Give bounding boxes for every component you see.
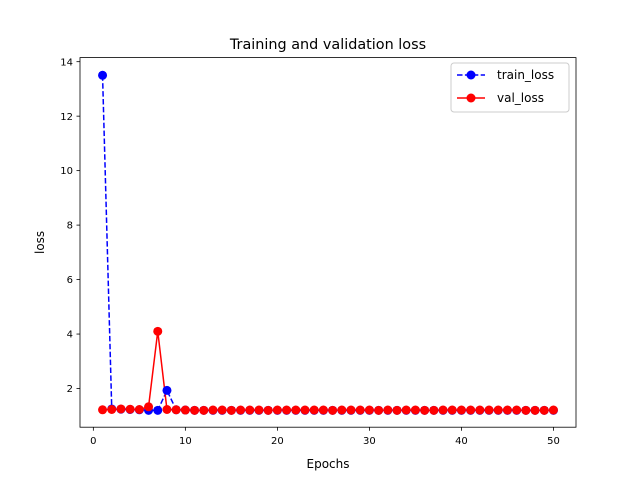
x-tick-label: 0 xyxy=(90,436,96,447)
val-loss-point xyxy=(410,405,420,415)
val-loss-point xyxy=(254,405,264,415)
y-tick-label: 14 xyxy=(60,57,73,68)
val-loss-point xyxy=(144,402,154,412)
val-loss-point xyxy=(125,404,135,414)
val-loss-point xyxy=(475,405,485,415)
val-loss-point xyxy=(199,405,209,415)
x-axis-label: Epochs xyxy=(307,457,350,471)
val-loss-point xyxy=(539,405,549,415)
x-tick-label: 10 xyxy=(179,436,192,447)
plot-markers xyxy=(98,70,558,415)
val-loss-point xyxy=(512,405,522,415)
chart-title: Training and validation loss xyxy=(229,37,426,53)
val-loss-point xyxy=(346,405,356,415)
y-axis-ticks: 2 4 6 8 10 12 14 xyxy=(60,57,80,395)
val-loss-point xyxy=(502,405,512,415)
y-axis-label: loss xyxy=(33,231,47,254)
val-loss-point xyxy=(420,405,430,415)
legend-train-label: train_loss xyxy=(497,68,554,82)
val-loss-point xyxy=(493,405,503,415)
val-loss-point xyxy=(318,405,328,415)
val-loss-point xyxy=(245,405,255,415)
val-loss-point xyxy=(208,405,218,415)
val-loss-point xyxy=(548,405,558,415)
val-loss-point xyxy=(171,405,181,415)
train-loss-point xyxy=(98,70,108,80)
plot-frame xyxy=(79,57,577,428)
val-loss-point xyxy=(282,405,292,415)
val-loss-point xyxy=(291,405,301,415)
val-loss-point xyxy=(374,405,384,415)
y-tick-label: 4 xyxy=(67,330,73,341)
x-tick-label: 20 xyxy=(271,436,284,447)
val-loss-point xyxy=(134,404,144,414)
val-loss-point xyxy=(521,405,531,415)
val-loss-point xyxy=(309,405,319,415)
val-loss-point xyxy=(107,404,117,414)
val-loss-point xyxy=(98,405,108,415)
y-tick-label: 10 xyxy=(60,166,73,177)
val-loss-point xyxy=(530,405,540,415)
legend-box xyxy=(450,62,570,113)
val-loss-point xyxy=(153,326,163,336)
val-loss-point xyxy=(116,404,126,414)
val-loss-point xyxy=(447,405,457,415)
val-loss-point xyxy=(217,405,227,415)
val-loss-point xyxy=(355,405,365,415)
val-loss-point xyxy=(180,405,190,415)
val-loss-point xyxy=(456,405,466,415)
y-tick-label: 8 xyxy=(67,221,73,232)
x-tick-label: 40 xyxy=(455,436,468,447)
val-loss-point xyxy=(364,405,374,415)
train-loss-point xyxy=(153,405,163,415)
x-axis-ticks: 0 10 20 30 40 50 xyxy=(90,427,560,447)
val-loss-points xyxy=(98,326,558,415)
val-loss-point xyxy=(429,405,439,415)
val-loss-point xyxy=(272,405,282,415)
legend-val-marker xyxy=(466,93,476,103)
val-loss-point xyxy=(337,405,347,415)
y-tick-label: 12 xyxy=(60,112,73,123)
val-loss-point xyxy=(300,405,310,415)
val-loss-point xyxy=(466,405,476,415)
train-loss-point xyxy=(162,385,172,395)
train-loss-points xyxy=(98,70,558,415)
val-loss-point xyxy=(401,405,411,415)
val-loss-point xyxy=(236,405,246,415)
val-loss-point xyxy=(226,405,236,415)
plot-lines xyxy=(101,75,554,412)
val-loss-point xyxy=(392,405,402,415)
val-loss-point xyxy=(190,405,200,415)
val-loss-point xyxy=(383,405,393,415)
legend: train_loss val_loss xyxy=(450,62,570,113)
y-tick-label: 6 xyxy=(67,275,73,286)
val-loss-point xyxy=(263,405,273,415)
legend-val-label: val_loss xyxy=(497,91,544,105)
x-tick-label: 30 xyxy=(363,436,376,447)
y-tick-label: 2 xyxy=(67,384,73,395)
val-loss-point xyxy=(328,405,338,415)
train-loss-line xyxy=(101,75,554,412)
x-tick-label: 50 xyxy=(547,436,560,447)
legend-train-marker xyxy=(466,70,476,80)
val-loss-line xyxy=(102,331,554,412)
val-loss-point xyxy=(438,405,448,415)
val-loss-point xyxy=(484,405,494,415)
val-loss-point xyxy=(162,404,172,414)
